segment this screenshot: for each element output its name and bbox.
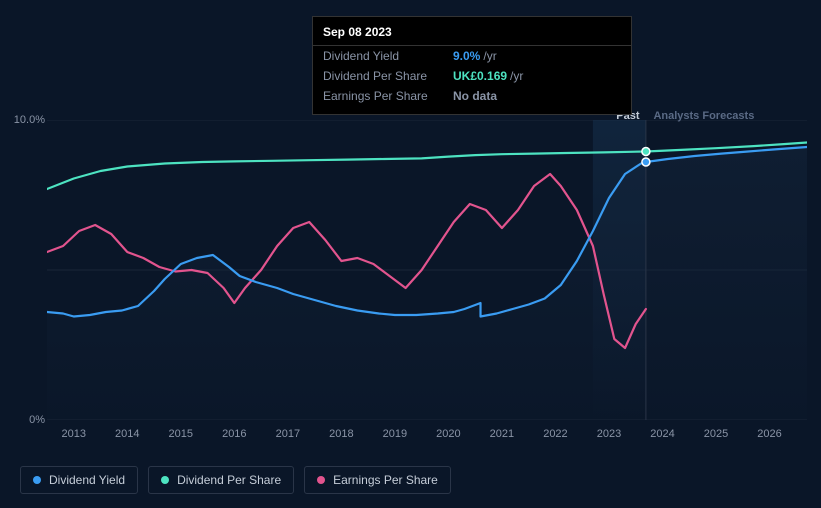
x-tick-label: 2026 [757,428,781,440]
x-tick-label: 2024 [650,428,674,440]
legend-item-dps[interactable]: Dividend Per Share [148,466,294,494]
y-tick-label: 10.0% [14,114,45,126]
x-tick-label: 2014 [115,428,139,440]
tooltip-row-label: Earnings Per Share [323,89,453,103]
x-tick-label: 2019 [383,428,407,440]
x-tick-label: 2015 [169,428,193,440]
tooltip-row-value: UK£0.169 [453,69,507,83]
legend-label: Dividend Yield [49,473,125,487]
legend-label: Dividend Per Share [177,473,281,487]
legend-dot-icon [317,476,325,484]
x-tick-label: 2023 [597,428,621,440]
chart-svg [47,120,807,420]
legend-item-dy[interactable]: Dividend Yield [20,466,138,494]
plot-area[interactable]: Past Analysts Forecasts [47,120,807,420]
tooltip-row-value: 9.0% [453,49,480,63]
x-tick-label: 2025 [704,428,728,440]
x-tick-label: 2021 [490,428,514,440]
tooltip-row: Earnings Per ShareNo data [313,86,631,106]
tooltip-row-label: Dividend Per Share [323,69,453,83]
x-tick-label: 2018 [329,428,353,440]
legend-label: Earnings Per Share [333,473,438,487]
x-tick-label: 2016 [222,428,246,440]
x-tick-label: 2020 [436,428,460,440]
tooltip-row: Dividend Per ShareUK£0.169/yr [313,66,631,86]
tooltip-date: Sep 08 2023 [313,25,631,46]
forecast-label: Analysts Forecasts [653,110,754,122]
tooltip-row-suffix: /yr [483,49,496,63]
legend-item-eps[interactable]: Earnings Per Share [304,466,451,494]
x-tick-label: 2022 [543,428,567,440]
tooltip-row-suffix: /yr [510,69,523,83]
tooltip-row-label: Dividend Yield [323,49,453,63]
x-tick-label: 2013 [62,428,86,440]
chart-legend: Dividend Yield Dividend Per Share Earnings… [20,466,451,494]
tooltip-row-value: No data [453,89,497,103]
dividend-chart: Sep 08 2023 Dividend Yield9.0%/yrDividen… [0,0,821,508]
legend-dot-icon [33,476,41,484]
legend-dot-icon [161,476,169,484]
y-tick-label: 0% [29,414,45,426]
tooltip-row: Dividend Yield9.0%/yr [313,46,631,66]
chart-tooltip: Sep 08 2023 Dividend Yield9.0%/yrDividen… [312,16,632,115]
x-tick-label: 2017 [276,428,300,440]
